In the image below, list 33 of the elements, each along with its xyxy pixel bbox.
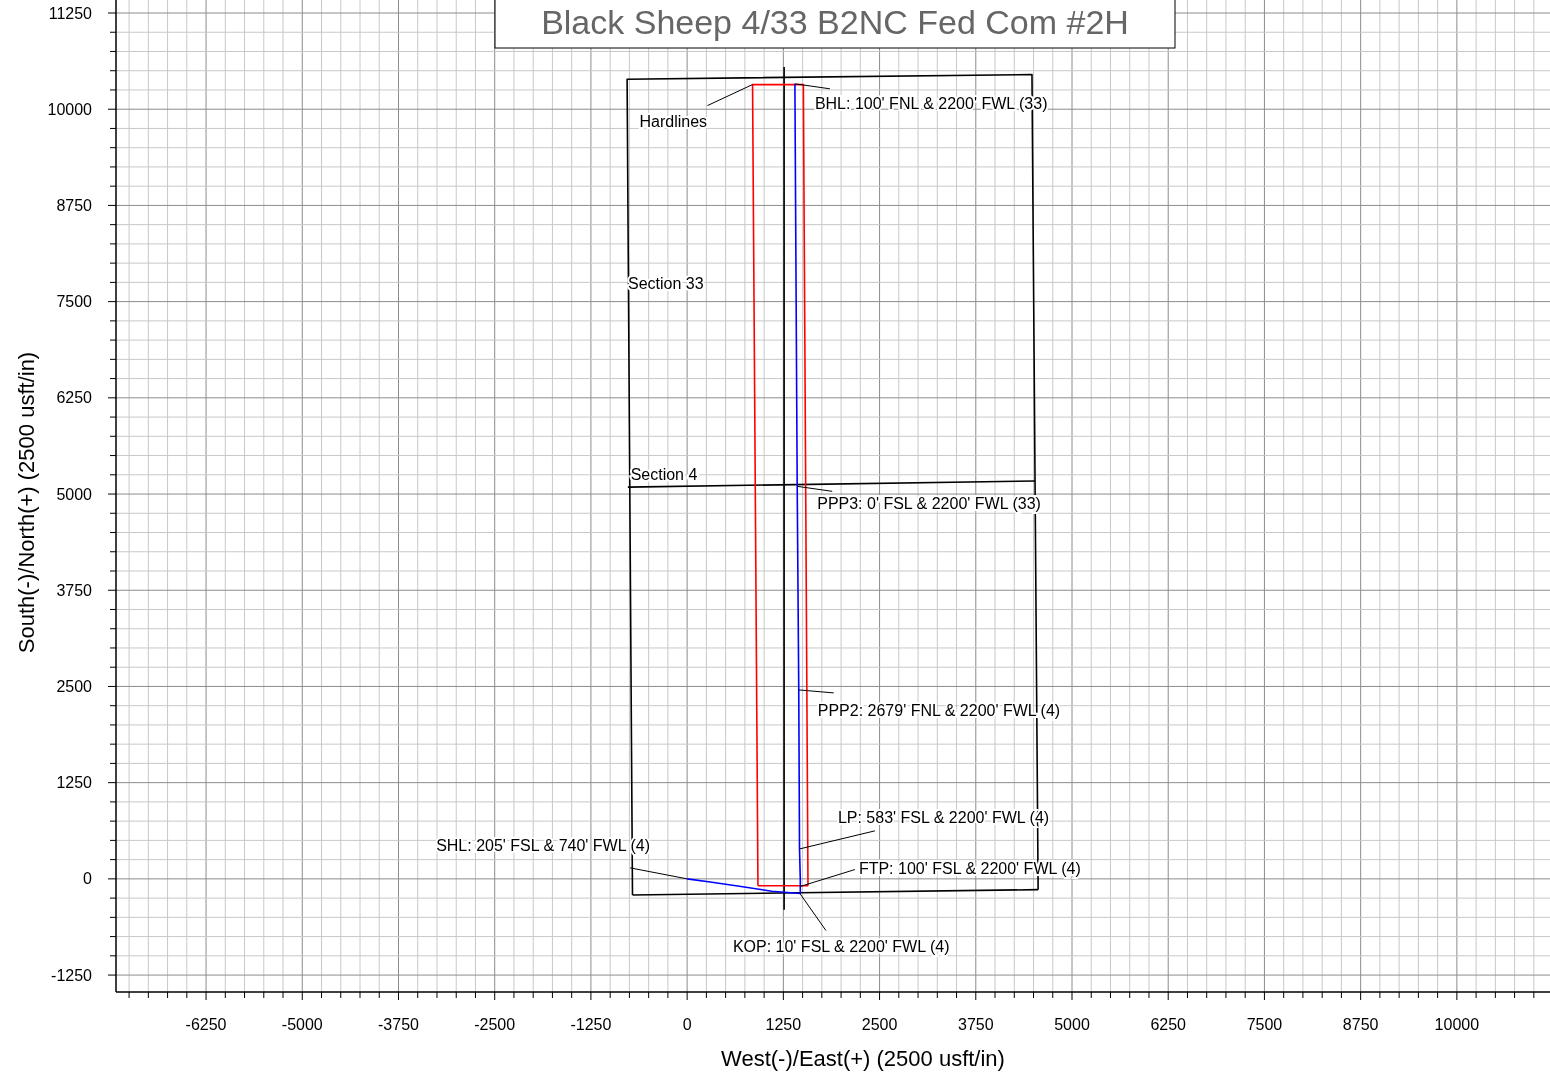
annotation: Section 4 — [630, 466, 698, 484]
x-tick-label: 0 — [682, 1016, 692, 1033]
x-tick-label: -1250 — [570, 1016, 612, 1033]
x-axis-title: West(-)/East(+) (2500 usft/in) — [721, 1046, 1005, 1071]
y-tick-label: 1250 — [56, 774, 93, 792]
y-tick-label: 11250 — [48, 4, 93, 22]
y-tick-label: -1250 — [51, 966, 93, 984]
x-tick-label: -5000 — [281, 1016, 323, 1033]
x-tick-label: 5000 — [1054, 1016, 1090, 1033]
x-tick-label: 8750 — [1342, 1016, 1379, 1033]
y-tick-label: 3750 — [56, 581, 93, 599]
annotation: Section 33 — [628, 275, 704, 292]
annotation: PPP2: 2679' FNL & 2200' FWL (4) — [817, 701, 1061, 719]
y-tick-label: 0 — [83, 870, 93, 888]
y-tick-label: 10000 — [47, 100, 93, 118]
x-tick-label: -2500 — [474, 1016, 516, 1033]
x-tick-label: 7500 — [1246, 1016, 1283, 1033]
x-tick-label: -6250 — [185, 1016, 227, 1033]
x-tick-label: 6250 — [1150, 1016, 1187, 1033]
x-tick-label: 1250 — [765, 1016, 802, 1033]
y-axis-title: South(-)/North(+) (2500 usft/in) — [14, 351, 39, 654]
x-tick-label: 10000 — [1434, 1016, 1480, 1033]
annotation: Hardlines — [639, 112, 708, 130]
x-tick-label: -3750 — [378, 1016, 420, 1033]
annotation: KOP: 10' FSL & 2200' FWL (4) — [732, 938, 950, 956]
x-tick-label: 2500 — [861, 1016, 898, 1033]
y-tick-label: 2500 — [56, 678, 93, 696]
y-tick-label: 6250 — [56, 389, 93, 407]
y-tick-label: 7500 — [56, 293, 93, 311]
chart-title: Black Sheep 4/33 B2NC Fed Com #2H — [541, 3, 1129, 41]
y-tick-label: 5000 — [56, 485, 93, 503]
x-tick-label: 3750 — [957, 1016, 994, 1033]
y-tick-label: 8750 — [56, 197, 93, 215]
